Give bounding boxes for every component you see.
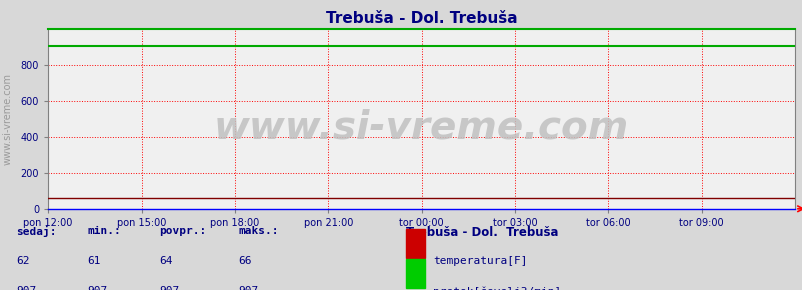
- Text: 61: 61: [87, 256, 101, 266]
- Text: 64: 64: [159, 256, 172, 266]
- Text: www.si-vreme.com: www.si-vreme.com: [213, 109, 629, 147]
- Text: 907: 907: [16, 286, 36, 290]
- Text: maks.:: maks.:: [238, 226, 279, 236]
- Text: povpr.:: povpr.:: [159, 226, 206, 236]
- Text: 907: 907: [238, 286, 258, 290]
- Text: 907: 907: [159, 286, 179, 290]
- Text: www.si-vreme.com: www.si-vreme.com: [2, 73, 12, 165]
- Text: temperatura[F]: temperatura[F]: [433, 256, 527, 266]
- Text: Trebuša - Dol.  Trebuša: Trebuša - Dol. Trebuša: [405, 226, 557, 239]
- Text: 907: 907: [87, 286, 107, 290]
- Text: sedaj:: sedaj:: [16, 226, 56, 237]
- FancyBboxPatch shape: [405, 229, 425, 258]
- Text: min.:: min.:: [87, 226, 121, 236]
- Title: Trebuša - Dol. Trebuša: Trebuša - Dol. Trebuša: [326, 11, 516, 26]
- Text: 66: 66: [238, 256, 252, 266]
- Text: pretok[čevelj3/min]: pretok[čevelj3/min]: [433, 286, 561, 290]
- Text: 62: 62: [16, 256, 30, 266]
- FancyBboxPatch shape: [405, 259, 425, 288]
